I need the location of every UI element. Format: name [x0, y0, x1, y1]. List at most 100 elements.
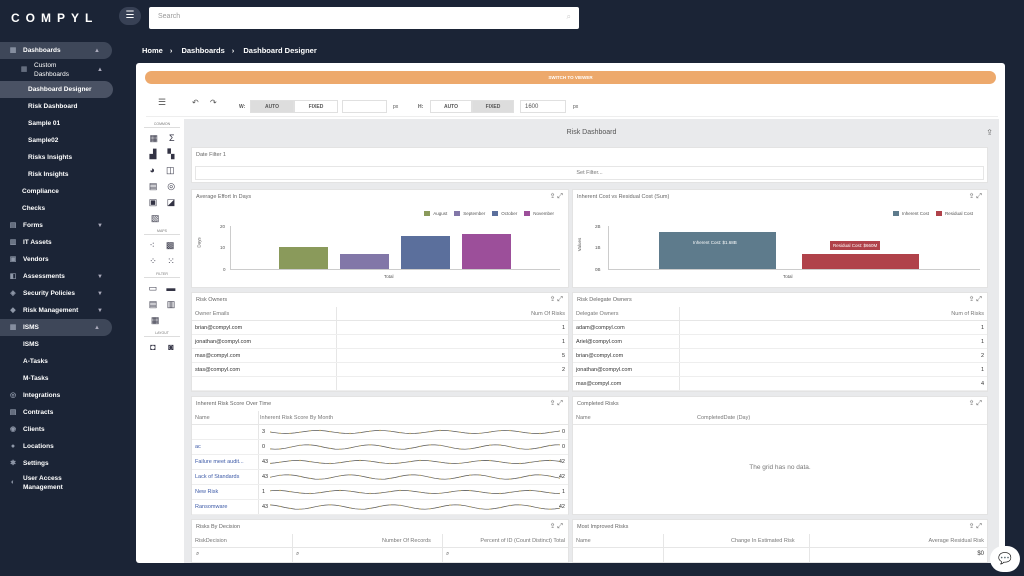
table-row[interactable]: max@compyl.com 4 [573, 377, 987, 391]
maximize-icon[interactable]: ⤢ [976, 523, 982, 530]
column-header[interactable]: Owner Emails [195, 311, 230, 317]
risk-name[interactable]: Ransomware [195, 504, 228, 510]
chat-bubble-icon[interactable]: 💬 [990, 546, 1020, 572]
filter-search-icon[interactable]: ⌕ [296, 551, 300, 557]
column-header[interactable]: Average Residual Risk [928, 538, 984, 544]
menu-icon[interactable]: ☰ [158, 97, 167, 107]
bubble-map-icon[interactable]: ⁖ [149, 239, 155, 250]
bar-november[interactable] [462, 233, 511, 269]
bar-residual-cost[interactable] [802, 254, 919, 269]
maximize-icon[interactable]: ⤢ [557, 296, 563, 303]
risk-name[interactable]: New Risk [195, 489, 219, 495]
column-header[interactable]: Name [576, 415, 591, 421]
nav-a-tasks[interactable]: A-Tasks [23, 358, 48, 365]
scatter-item-icon[interactable]: ◫ [165, 164, 175, 175]
column-header[interactable]: Number Of Records [382, 538, 431, 544]
export-icon[interactable]: ⇪ [968, 296, 975, 303]
column-header[interactable]: CompletedDate (Day) [697, 415, 751, 421]
column-header[interactable]: Num of Risks [951, 311, 984, 317]
search-icon[interactable]: ⌕ [566, 12, 571, 21]
maximize-icon[interactable]: ⤢ [557, 193, 563, 200]
undo-icon[interactable]: ↶ [192, 98, 199, 107]
nav-isms[interactable]: ▦ ISMS ▲ [0, 319, 112, 336]
width-fixed-toggle[interactable]: FIXED [294, 100, 338, 113]
table-row[interactable]: brian@compyl.com 2 [573, 349, 987, 363]
nav-locations[interactable]: ● Locations [0, 438, 115, 455]
table-row[interactable]: adam@compyl.com 1 [573, 321, 987, 335]
nav-risk-insights[interactable]: Risk Insights [28, 171, 69, 178]
nav-dashboard-designer[interactable]: Dashboard Designer [0, 81, 113, 98]
combo-filter-icon[interactable]: ▭ [148, 282, 158, 293]
column-header[interactable]: Change In Estimated Risk [731, 538, 795, 544]
switch-to-viewer-button[interactable]: SWITCH TO VIEWER [145, 71, 996, 84]
nav-security-policies[interactable]: ◈ Security Policies ▼ [0, 285, 115, 302]
search-input[interactable]: Search ⌕ [149, 7, 579, 29]
geo-point-map-icon[interactable]: ⁘ [149, 255, 157, 266]
treemap-item-icon[interactable]: ▚ [167, 148, 175, 159]
column-header[interactable]: Name [576, 538, 591, 544]
nav-integrations[interactable]: ◎ Integrations [0, 387, 115, 404]
column-header[interactable]: Name [195, 415, 210, 421]
export-icon[interactable]: ⇪ [549, 523, 556, 530]
tab-layout-icon[interactable]: ◙ [168, 342, 174, 352]
table-row[interactable]: Failure meet audit... 43 42 [192, 455, 568, 470]
breadcrumb-dashboards[interactable]: Dashboards [181, 46, 225, 55]
nav-compliance[interactable]: Compliance [22, 188, 59, 195]
nav-clients[interactable]: ◉ Clients [0, 421, 115, 438]
width-input[interactable] [342, 100, 387, 113]
image-item-icon[interactable]: ◪ [166, 196, 176, 207]
list-filter-icon[interactable]: ▬ [166, 283, 176, 293]
column-header[interactable]: Inherent Risk Score By Month [260, 415, 334, 421]
text-item-icon[interactable]: ▣ [148, 196, 158, 207]
table-row[interactable]: brian@compyl.com 1 [192, 321, 568, 335]
date-filter-icon[interactable]: ▥ [166, 298, 176, 309]
width-auto-toggle[interactable]: AUTO [250, 100, 294, 113]
nav-dashboards[interactable]: ▦ Dashboards ▲ [0, 42, 112, 59]
nav-isms-sub[interactable]: ISMS [23, 341, 39, 348]
column-header[interactable]: RiskDecision [195, 538, 227, 544]
hamburger-menu-icon[interactable]: ☰ [119, 7, 141, 25]
nav-it-assets[interactable]: ▥ IT Assets [0, 234, 115, 251]
table-row[interactable]: jonathan@compyl.com 1 [192, 335, 568, 349]
export-icon[interactable]: ⇪ [549, 400, 556, 407]
sum-item-icon[interactable]: Σ [168, 133, 175, 143]
nav-custom-dashboards[interactable]: ▦ Custom Dashboards ▲ [0, 59, 115, 81]
gauge-item-icon[interactable]: ◎ [167, 180, 176, 191]
nav-assessments[interactable]: ◧ Assessments ▼ [0, 268, 115, 285]
column-header[interactable]: Delegate Owners [576, 311, 619, 317]
breadcrumb-home[interactable]: Home [142, 46, 163, 55]
table-row[interactable]: Lack of Standards 43 42 [192, 470, 568, 485]
table-row[interactable] [192, 377, 568, 391]
filter-search-icon[interactable]: ⌕ [196, 551, 200, 557]
nav-settings[interactable]: ✱ Settings [0, 455, 115, 472]
redo-icon[interactable]: ↷ [210, 98, 217, 107]
table-row[interactable]: Ariel@compyl.com 1 [573, 335, 987, 349]
range-item-icon[interactable]: ▧ [150, 212, 160, 223]
risk-name[interactable]: Failure meet audit... [195, 459, 244, 465]
column-header[interactable]: Percent of ID (Count Distinct) Total [480, 538, 565, 544]
risk-name[interactable]: ac [195, 444, 201, 450]
card-item-icon[interactable]: ▤ [148, 180, 158, 191]
nav-sample-01[interactable]: Sample 01 [28, 120, 61, 127]
set-filter-button[interactable]: Set Filter... [195, 166, 984, 180]
bar-october[interactable] [401, 236, 450, 269]
bar-august[interactable] [279, 247, 328, 269]
maximize-icon[interactable]: ⤢ [976, 193, 982, 200]
table-row[interactable]: Ransomware 43 42 [192, 500, 568, 515]
nav-contracts[interactable]: ▤ Contracts [0, 404, 115, 421]
table-row[interactable]: New Risk 1 1 [192, 485, 568, 500]
table-row[interactable]: ac 0 0 [192, 440, 568, 455]
column-header[interactable]: Num Of Risks [531, 311, 565, 317]
maximize-icon[interactable]: ⤢ [557, 523, 563, 530]
table-row[interactable]: max@compyl.com 5 [192, 349, 568, 363]
height-fixed-toggle[interactable]: FIXED [472, 100, 514, 113]
nav-sample02[interactable]: Sample02 [28, 137, 59, 144]
nav-risk-management[interactable]: ◆ Risk Management ▼ [0, 302, 115, 319]
nav-checks[interactable]: Checks [22, 205, 46, 212]
group-layout-icon[interactable]: ◘ [150, 342, 156, 352]
pie-map-icon[interactable]: ⁙ [167, 255, 175, 266]
export-icon[interactable]: ⇪ [968, 193, 975, 200]
choropleth-map-icon[interactable]: ▩ [165, 239, 175, 250]
range-filter-icon[interactable]: ▦ [150, 314, 160, 325]
